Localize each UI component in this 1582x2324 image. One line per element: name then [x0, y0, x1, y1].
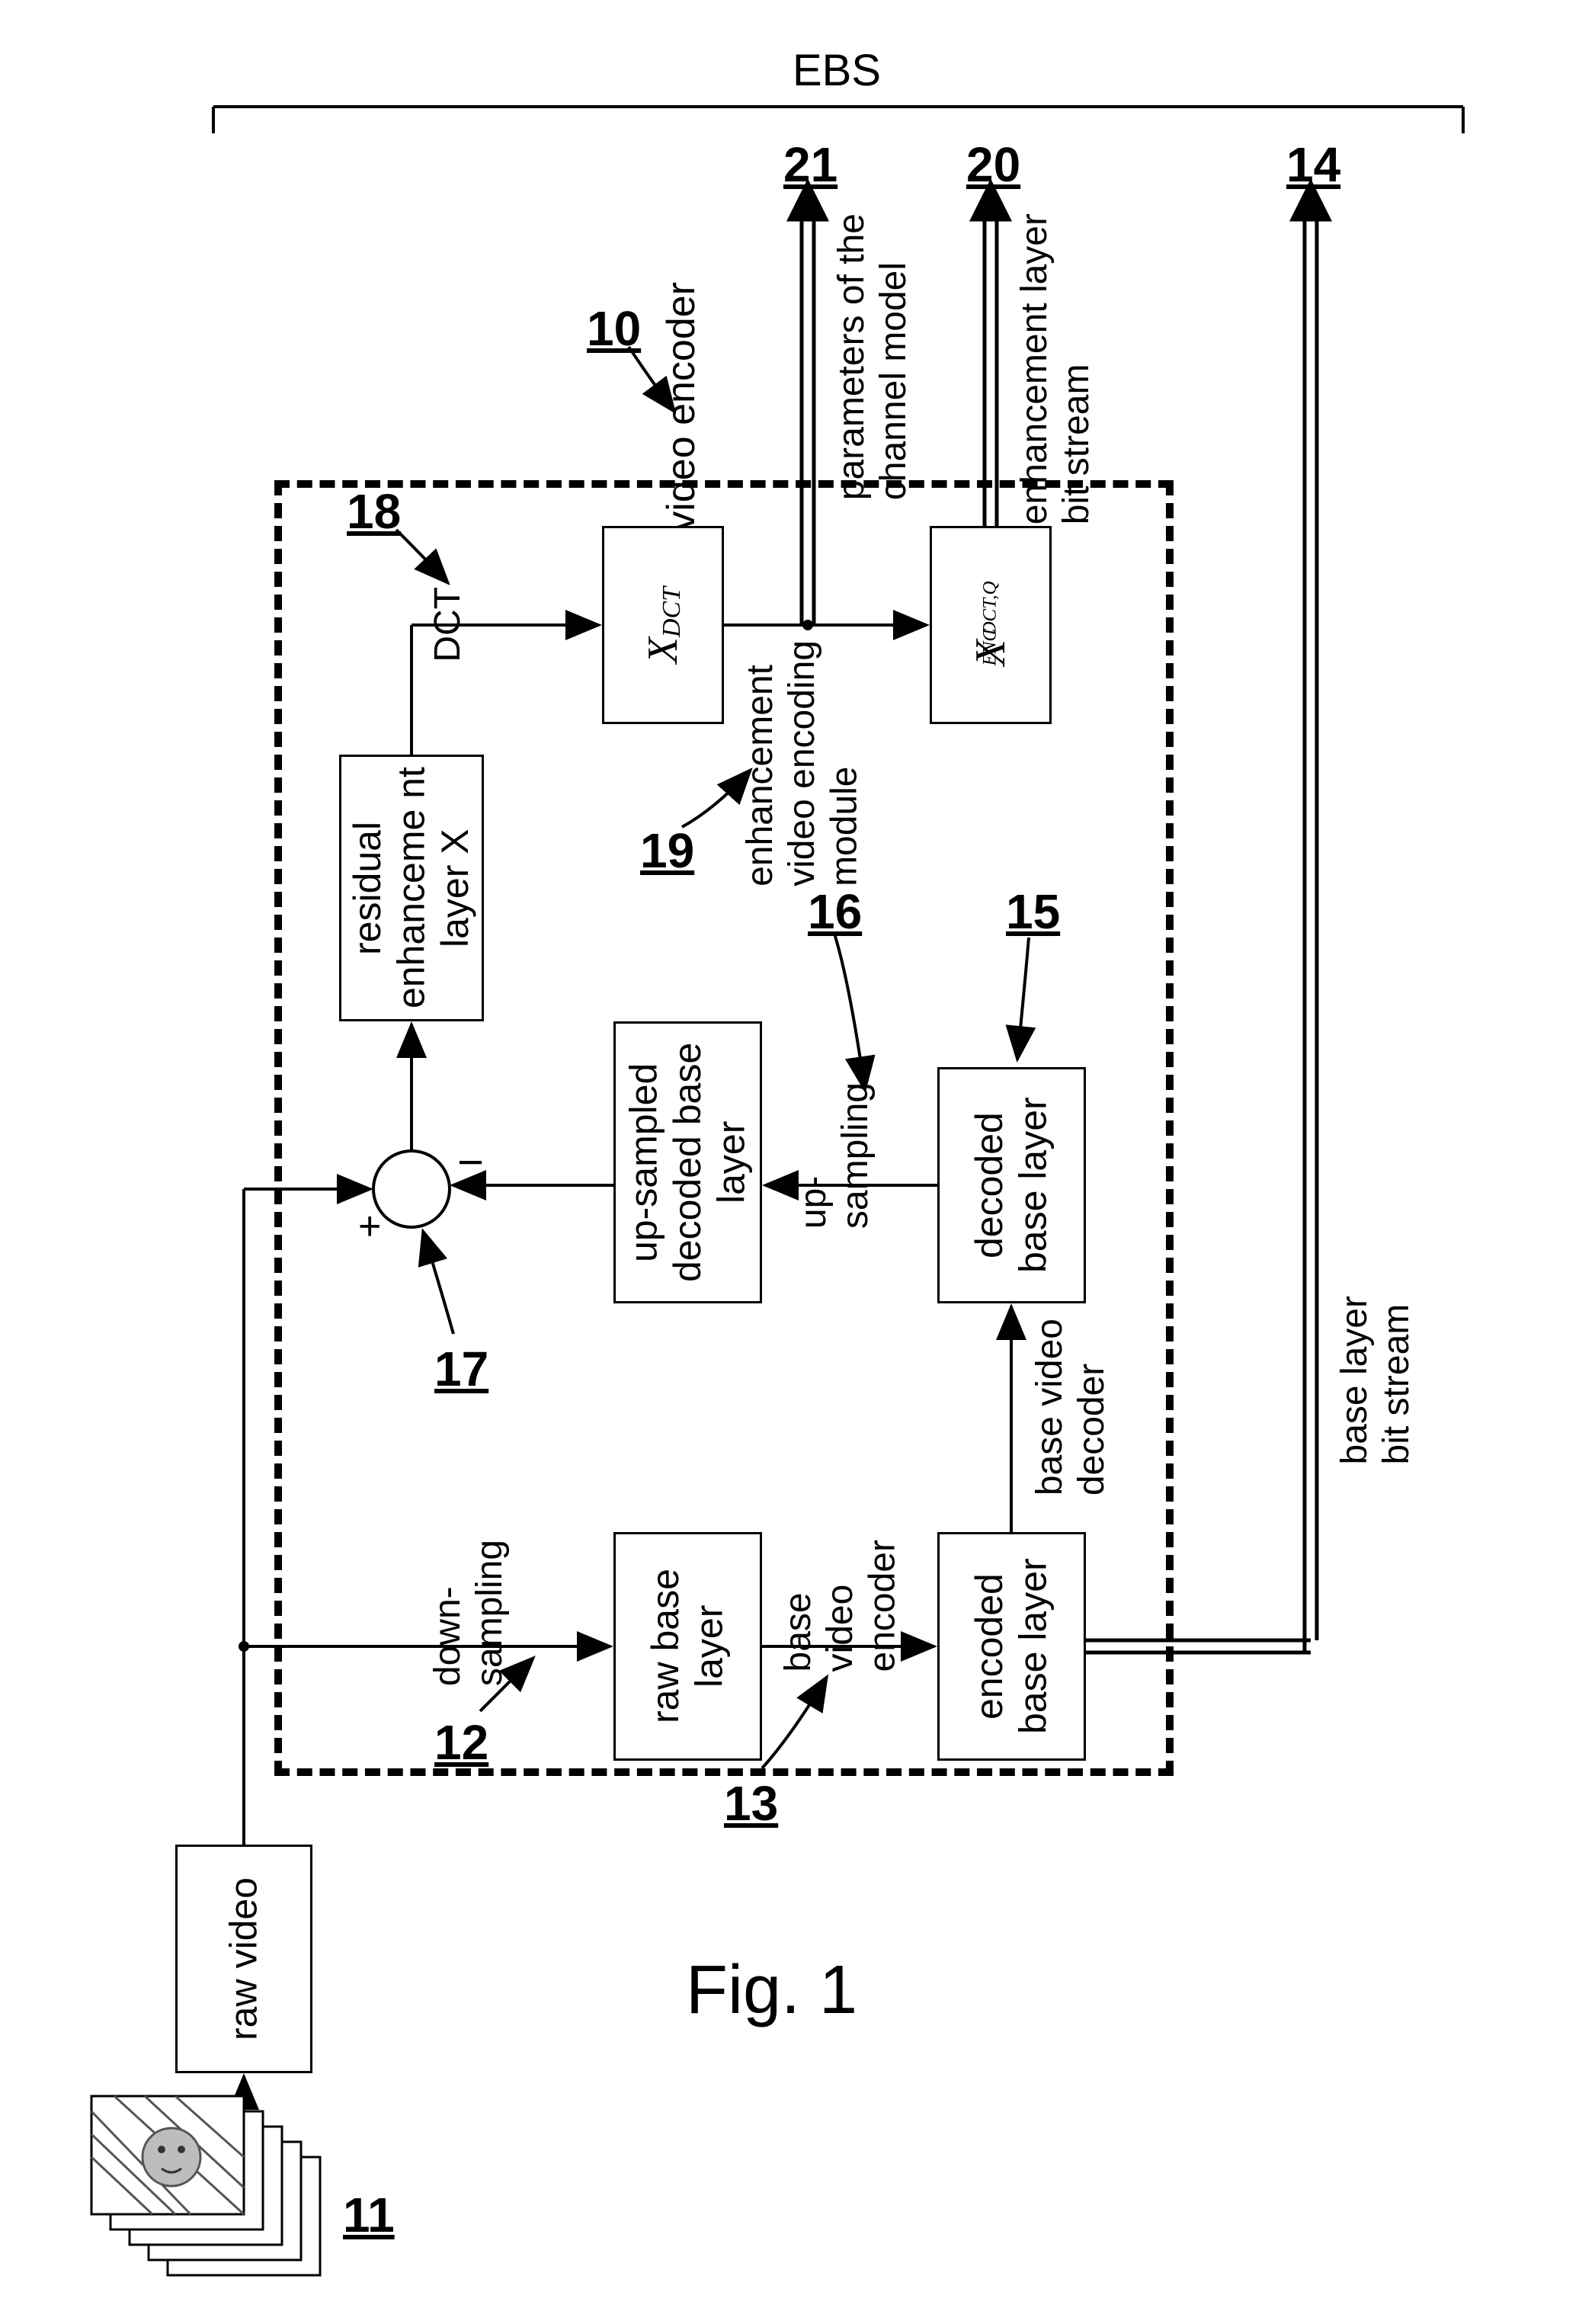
- enh-layer-bs-label: enhancement layer bit stream: [1014, 213, 1097, 524]
- upsampled-box: up-sampled decoded base layer: [613, 1021, 762, 1303]
- xdct-sub: DCT: [658, 587, 686, 637]
- base-decoder-label: base video decoder: [1029, 1319, 1113, 1495]
- raw-base-box: raw base layer: [613, 1532, 762, 1761]
- plus-sign: +: [358, 1204, 381, 1250]
- down-sampling-label: down- sampling: [427, 1540, 511, 1686]
- base-bs-label: base layer bit stream: [1334, 1296, 1417, 1464]
- ref-13: 13: [724, 1776, 778, 1832]
- ref-17: 17: [434, 1342, 488, 1398]
- video-encoder-label: video encoder: [659, 282, 705, 531]
- raw-video-box: raw video: [175, 1845, 312, 2073]
- enh-module-label: enhancement video encoding module: [739, 640, 866, 886]
- ref-19: 19: [640, 823, 694, 880]
- ref-10: 10: [587, 301, 641, 357]
- ref-14: 14: [1286, 137, 1340, 194]
- ref-11: 11: [343, 2188, 395, 2244]
- figure-canvas: EBS video encoder 10 20 21 14 enhancemen…: [0, 0, 1582, 2324]
- residual-box: residual enhanceme nt layer X: [339, 755, 484, 1021]
- ref-20: 20: [966, 137, 1020, 194]
- ref-12: 12: [434, 1715, 488, 1771]
- params-label: parameters of the channel model: [831, 213, 914, 500]
- ref-18: 18: [347, 484, 401, 540]
- xdctenc-box: XENCDCT,QXXXX: [930, 526, 1052, 724]
- encoded-base-box: encoded base layer: [937, 1532, 1086, 1761]
- ebs-label: EBS: [793, 46, 881, 97]
- ref-15: 15: [1006, 884, 1060, 941]
- base-encoder-label: base video encoder: [777, 1540, 904, 1672]
- xdct-sym: X: [639, 637, 687, 663]
- minus-sign: −: [457, 1136, 484, 1188]
- ref-16: 16: [808, 884, 862, 941]
- figure-caption: Fig. 1: [686, 1951, 857, 2031]
- dct-label: DCT: [427, 587, 469, 662]
- xdctenc-sub: DCT,Q: [979, 581, 1001, 635]
- decoded-base-box: decoded base layer: [937, 1067, 1086, 1303]
- xdct-box: XDCT: [602, 526, 724, 724]
- up-sampling-label: up- sampling: [793, 1082, 876, 1229]
- ref-21: 21: [783, 137, 837, 194]
